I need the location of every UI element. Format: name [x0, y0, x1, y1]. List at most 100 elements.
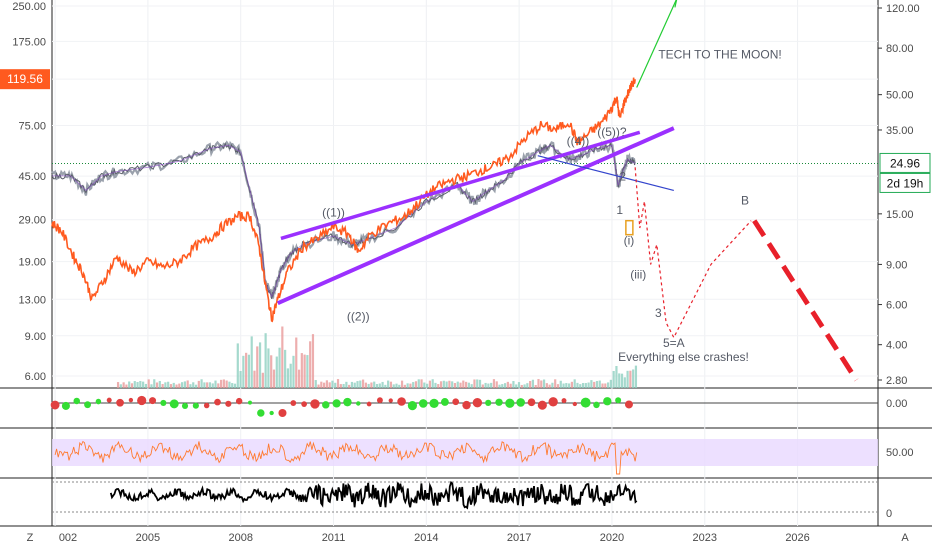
volume-bar — [581, 383, 585, 388]
volume-bar — [601, 383, 604, 388]
volume-bar — [272, 369, 276, 388]
volume-bar — [442, 380, 445, 388]
volume-bar — [203, 382, 206, 388]
oscillator-dot — [603, 397, 612, 406]
volume-bar — [481, 384, 484, 388]
time-axis-tick-label: 2011 — [322, 532, 346, 544]
volume-bar — [167, 381, 170, 388]
volume-bar — [465, 381, 468, 388]
volume-bar — [414, 381, 418, 388]
bull-arrow-line — [636, 0, 677, 88]
volume-bar — [264, 333, 267, 388]
volume-bar — [615, 366, 618, 388]
oscillator-dot — [203, 402, 210, 409]
volume-bar — [389, 381, 393, 388]
oscillator-dot — [505, 398, 515, 408]
volume-bar — [573, 379, 576, 388]
volume-bar — [590, 380, 593, 388]
right-axis-tick-label: 80.00 — [886, 43, 914, 55]
volume-bar — [490, 382, 493, 388]
volume-bar — [242, 355, 245, 388]
oscillator-dot — [160, 399, 167, 406]
rsi-tick-label: 50.00 — [886, 447, 914, 459]
right-axis-tick-label: 15.00 — [886, 209, 914, 221]
volume-bar — [189, 384, 192, 388]
volume-osc-tick-label: 0 — [886, 508, 892, 520]
volume-bar — [225, 380, 228, 388]
volume-bar — [506, 381, 509, 388]
volume-bar — [286, 368, 290, 388]
volume-bar — [453, 382, 457, 388]
volume-bar — [409, 383, 412, 388]
time-axis[interactable]: 002 2005 2008 2011 2014 2017 2020 2023 2026 Z A — [27, 532, 910, 544]
volume-bar — [350, 381, 354, 388]
volume-bar — [406, 383, 409, 388]
wave-label: 2 — [619, 170, 626, 184]
volume-bar — [451, 381, 454, 388]
volume-bar — [348, 384, 351, 388]
price-series — [51, 77, 637, 323]
volume-bar — [431, 379, 434, 388]
oscillator-dot — [495, 398, 503, 406]
volume-bar — [492, 379, 496, 388]
wave-label: ((2)) — [347, 309, 370, 323]
volume-bar — [317, 384, 320, 388]
oscillator-dot — [452, 398, 460, 406]
volume-bar — [247, 354, 251, 388]
oscillator-dot — [149, 397, 157, 405]
volume-bar — [144, 383, 148, 388]
oscillator-dot — [356, 401, 361, 406]
volume-bar — [570, 381, 574, 388]
volume-bar — [476, 379, 479, 388]
volume-bar — [434, 382, 437, 388]
volume-bar — [206, 382, 209, 388]
volume-bar — [587, 382, 590, 388]
volume-bar — [584, 383, 587, 388]
volume-bar — [342, 383, 345, 388]
volume-bar — [192, 382, 195, 388]
volume-bar — [367, 383, 370, 388]
oscillator-dot — [128, 397, 134, 403]
volume-bar — [439, 381, 443, 388]
volume-bar — [158, 380, 161, 388]
volume-bar — [417, 379, 420, 388]
volume-bar — [562, 383, 565, 388]
oscillator-dot — [366, 401, 372, 407]
left-price-badge — [0, 69, 50, 90]
volume-bar — [361, 379, 365, 388]
oscillator-dot — [343, 397, 352, 407]
left-axis-tick-label: 9.00 — [25, 331, 46, 343]
left-price-axis[interactable]: 250.00 175.00 75.00 45.00 29.00 19.00 13.00 9.0… — [12, 1, 46, 383]
volume-bar — [172, 382, 175, 388]
oscillator-dot — [537, 400, 547, 410]
oscillator-dot — [61, 401, 70, 410]
volume-bar — [153, 379, 156, 388]
oscillator-dot — [257, 409, 265, 417]
right-axis-tick-label: 2.80 — [886, 375, 907, 387]
oscillator-dot — [269, 410, 274, 416]
volume-bar — [128, 381, 131, 388]
volume-bar — [487, 383, 490, 388]
volume-bar — [320, 381, 323, 388]
volume-bar — [604, 383, 607, 388]
volume-bar — [403, 384, 406, 388]
volume-bar — [459, 382, 462, 388]
volume-bar — [250, 336, 253, 388]
volume-bar — [314, 380, 317, 388]
volume-bar — [520, 384, 523, 388]
right-price-axis[interactable]: 120.00 80.00 50.00 35.00 15.00 9.00 6.00 4.00 2.… — [878, 3, 920, 520]
bull-annotation: TECH TO THE MOON! — [658, 48, 781, 62]
volume-bar — [445, 381, 448, 388]
moving-average-line — [52, 144, 636, 298]
oscillator-dot — [84, 401, 92, 409]
volume-bar — [219, 379, 223, 388]
volume-bar — [556, 384, 560, 388]
price-badges: 119.56 24.96 2d 19h — [0, 69, 931, 193]
wave-label: ((1)) — [322, 205, 345, 219]
volume-bar — [370, 382, 373, 388]
volume-bar — [208, 382, 212, 388]
volume-bar — [334, 382, 337, 388]
volume-bar — [217, 383, 220, 388]
volume-bar — [281, 326, 284, 388]
oscillator-dot — [116, 398, 124, 407]
